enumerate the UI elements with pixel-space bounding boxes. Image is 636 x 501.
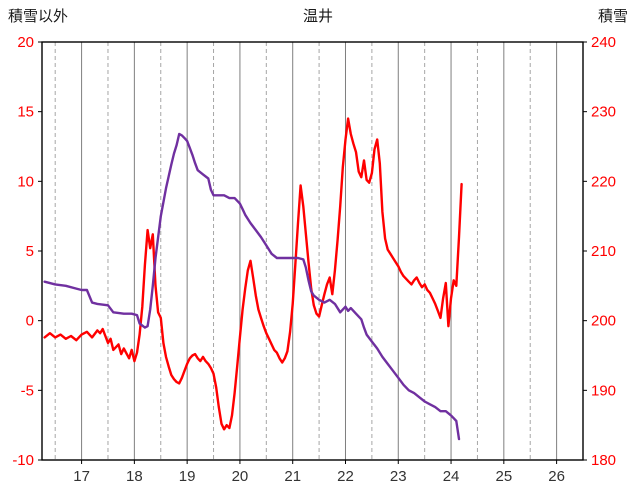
right-tick-label: 230 [591,104,616,121]
x-tick-label: 19 [179,468,196,485]
x-tick-label: 17 [73,468,90,485]
left-tick-label: 5 [26,243,34,260]
x-tick-label: 24 [443,468,460,485]
left-tick-label: 15 [17,104,34,121]
right-tick-label: 220 [591,173,616,190]
x-tick-label: 18 [126,468,143,485]
x-tick-label: 23 [390,468,407,485]
x-tick-label: 26 [548,468,565,485]
left-tick-label: -10 [12,452,34,469]
right-tick-label: 180 [591,452,616,469]
x-tick-label: 22 [337,468,354,485]
plot-border [41,41,584,461]
snow-depth-line [43,132,461,441]
right-tick-label: 210 [591,243,616,260]
left-tick-label: -5 [21,382,34,399]
right-axis-title: 積雪 [597,8,628,25]
left-tick-label: 20 [17,34,34,51]
left-tick-label: 0 [26,313,34,330]
right-tick-label: 200 [591,313,616,330]
x-tick-label: 25 [495,468,512,485]
x-tick-label: 20 [232,468,249,485]
left-tick-label: 10 [17,173,34,190]
x-tick-label: 21 [284,468,301,485]
right-tick-label: 190 [591,382,616,399]
temperature-line [43,117,463,431]
left-axis-title: 積雪以外 [8,8,69,25]
chart-title: 温井 [302,8,333,25]
right-tick-label: 240 [591,34,616,51]
